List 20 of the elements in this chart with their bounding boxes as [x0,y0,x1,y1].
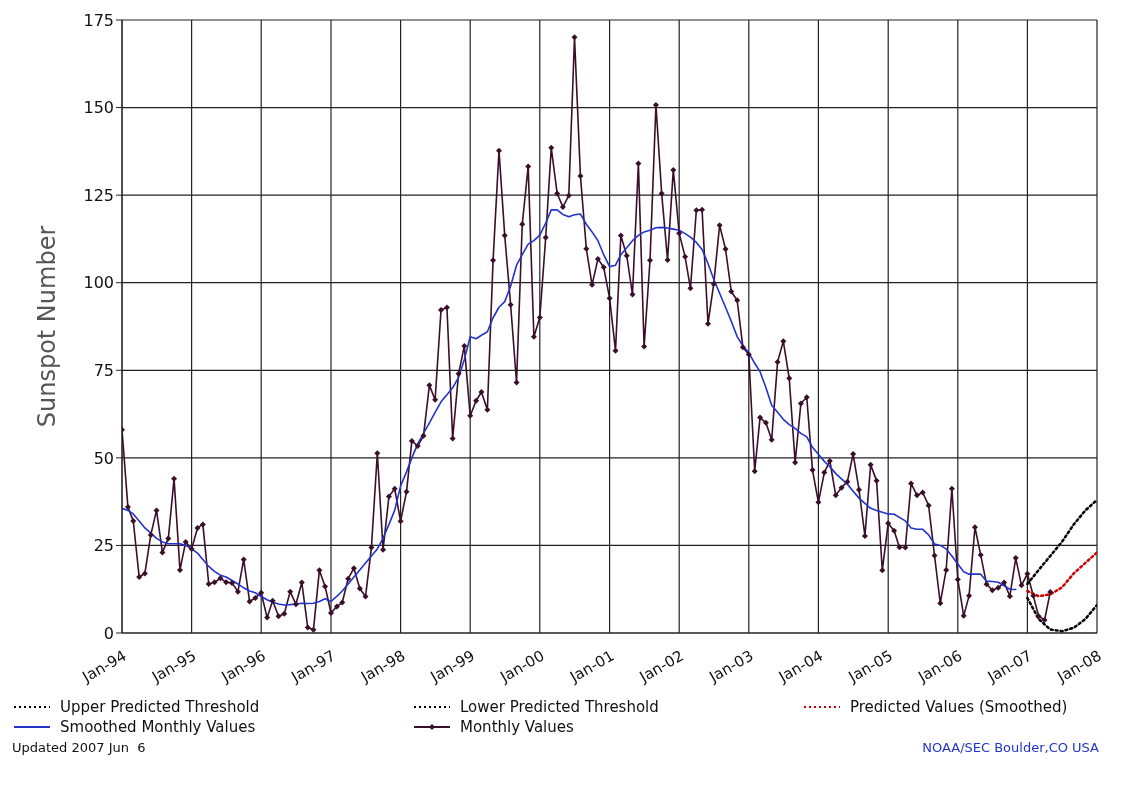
text: Updated 2007 Jun 6 [12,740,146,755]
y-tick-label: 125 [83,185,114,205]
line-series [1026,596,1097,633]
y-tick-label: 75 [93,360,114,380]
line-series [1026,551,1097,598]
y-tick-label: 175 [83,10,114,30]
y-tick-label: 25 [93,536,114,556]
legend-label: Predicted Values (Smoothed) [850,698,1068,716]
legend-label: Upper Predicted Threshold [60,698,260,716]
y-tick-label: 100 [83,273,114,293]
y-tick-label: 50 [93,448,114,468]
legend-label: Smoothed Monthly Values [60,718,256,736]
y-tick-label: 150 [83,98,114,118]
line-series [1026,498,1097,586]
text: NOAA/SEC Boulder,CO USA [922,740,1099,755]
legend-label: Monthly Values [460,718,574,736]
line-series [122,209,1017,606]
y-tick-label: 0 [103,623,114,643]
y-axis-title: Sunspot Number [32,225,61,428]
legend-label: Lower Predicted Threshold [460,698,659,716]
